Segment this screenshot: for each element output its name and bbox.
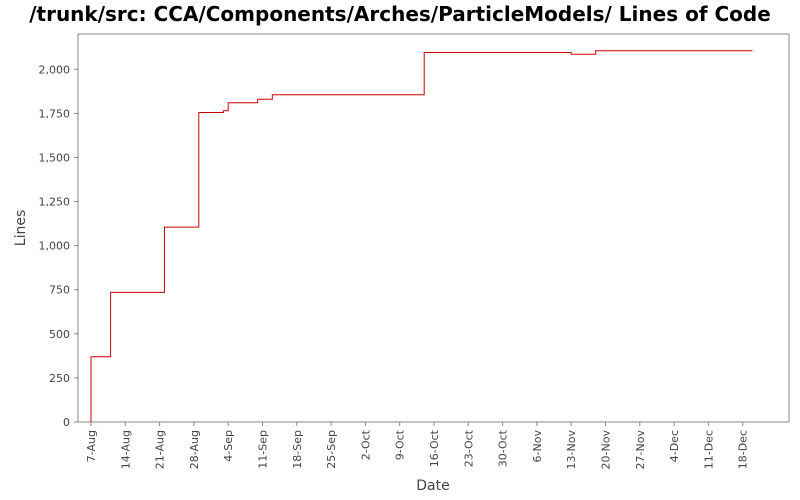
x-tick-label: 11-Sep [257,430,270,469]
chart-title: /trunk/src: CCA/Components/Arches/Partic… [29,2,771,26]
x-tick-label: 6-Nov [531,430,544,463]
y-tick-label: 2,000 [39,63,71,76]
y-tick-label: 1,750 [39,107,71,120]
plot-area [77,33,790,423]
x-tick-label: 16-Oct [428,429,441,467]
x-tick-label: 14-Aug [119,430,132,469]
x-tick-label: 7-Aug [85,430,98,462]
x-tick-label: 18-Dec [737,430,750,469]
y-axis-label: Lines [13,210,29,246]
x-tick-label: 9-Oct [394,429,407,460]
x-tick-label: 30-Oct [497,429,510,467]
x-tick-label: 20-Nov [600,430,613,470]
x-axis: 7-Aug 14-Aug 21-Aug 28-Aug 4-Sep 11-Sep 18-Sep… [78,421,789,470]
x-tick-label: 28-Aug [188,430,201,469]
x-tick-label: 2-Oct [359,429,372,460]
y-tick-label: 250 [49,372,70,385]
y-tick-label: 1,250 [39,196,71,209]
y-tick-label: 750 [49,284,70,297]
x-tick-label: 11-Dec [702,430,715,469]
series-layer [90,50,753,422]
y-tick-label: 1,500 [39,151,71,164]
series-line [90,50,753,422]
x-tick-label: 18-Sep [291,430,304,469]
x-tick-label: 13-Nov [565,430,578,470]
y-axis: 0 250 500 750 1,000 1,250 1,500 1,750 2,000 [39,34,79,429]
y-tick-label: 500 [49,328,70,341]
x-tick-label: 4-Sep [222,430,235,462]
x-tick-label: 4-Dec [668,430,681,462]
x-tick-label: 21-Aug [154,430,167,469]
y-tick-label: 0 [63,416,70,429]
x-tick-label: 23-Oct [462,429,475,467]
x-tick-label: 27-Nov [634,430,647,470]
x-axis-label: Date [416,478,449,494]
y-tick-label: 1,000 [39,240,71,253]
x-tick-label: 25-Sep [325,430,338,469]
